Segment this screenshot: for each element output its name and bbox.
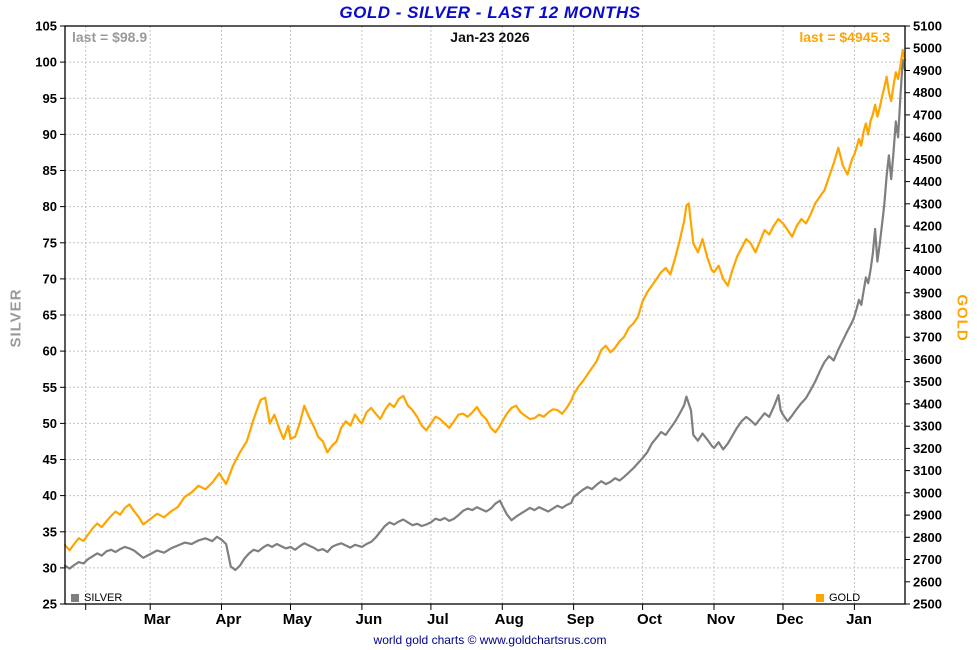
copyright-footer: world gold charts © www.goldchartsrus.co…: [373, 633, 607, 647]
gold-legend-label: GOLD: [829, 592, 861, 604]
gold-swatch-icon: [816, 594, 824, 602]
svg-text:70: 70: [43, 271, 57, 286]
svg-text:4000: 4000: [913, 263, 942, 278]
svg-text:Nov: Nov: [707, 611, 736, 628]
axis-ticks: [60, 25, 910, 610]
svg-text:3900: 3900: [913, 285, 942, 300]
svg-text:4400: 4400: [913, 174, 942, 189]
svg-text:Apr: Apr: [215, 611, 241, 628]
svg-text:3000: 3000: [913, 485, 942, 500]
svg-text:4100: 4100: [913, 241, 942, 256]
svg-text:2700: 2700: [913, 552, 942, 567]
svg-text:2600: 2600: [913, 574, 942, 589]
right-axis-title: GOLD: [953, 294, 971, 342]
svg-text:Aug: Aug: [495, 611, 524, 628]
svg-text:3800: 3800: [913, 308, 942, 323]
silver-swatch-icon: [71, 594, 79, 602]
svg-text:Jan: Jan: [846, 611, 872, 628]
svg-text:Mar: Mar: [144, 611, 171, 628]
axis-tick-labels: 25 30 35 40 45 50 55 60 65 70 75 80 85 90 95 100 105 2500…: [35, 19, 942, 629]
gridlines: [65, 26, 905, 604]
svg-text:35: 35: [43, 524, 57, 539]
svg-text:65: 65: [43, 308, 57, 323]
svg-text:60: 60: [43, 344, 57, 359]
left-axis-title: SILVER: [7, 288, 25, 348]
svg-text:85: 85: [43, 163, 57, 178]
svg-text:Sep: Sep: [567, 611, 595, 628]
svg-text:40: 40: [43, 488, 57, 503]
svg-text:30: 30: [43, 560, 57, 575]
svg-text:2800: 2800: [913, 530, 942, 545]
svg-text:Oct: Oct: [637, 611, 662, 628]
svg-text:Dec: Dec: [776, 611, 804, 628]
svg-text:25: 25: [43, 597, 57, 612]
gold-last-value: last = $4945.3: [799, 29, 890, 45]
svg-text:3500: 3500: [913, 374, 942, 389]
svg-text:95: 95: [43, 91, 57, 106]
silver-last-value: last = $98.9: [72, 29, 148, 45]
svg-text:3700: 3700: [913, 330, 942, 345]
svg-text:3200: 3200: [913, 441, 942, 456]
svg-text:100: 100: [35, 55, 57, 70]
svg-text:3400: 3400: [913, 396, 942, 411]
svg-text:3100: 3100: [913, 463, 942, 478]
svg-text:80: 80: [43, 199, 57, 214]
svg-text:105: 105: [35, 19, 57, 34]
svg-text:5100: 5100: [913, 19, 942, 34]
svg-text:4200: 4200: [913, 219, 942, 234]
svg-text:45: 45: [43, 452, 57, 467]
gold-series-line: [63, 48, 907, 552]
svg-text:3300: 3300: [913, 419, 942, 434]
svg-text:2900: 2900: [913, 508, 942, 523]
silver-series-line: [63, 58, 907, 572]
svg-text:May: May: [283, 611, 313, 628]
svg-text:75: 75: [43, 235, 57, 250]
svg-text:3600: 3600: [913, 352, 942, 367]
svg-text:4700: 4700: [913, 107, 942, 122]
svg-text:4300: 4300: [913, 196, 942, 211]
as-of-date: Jan-23 2026: [450, 29, 530, 45]
svg-text:Jun: Jun: [355, 611, 382, 628]
series-lines: [63, 48, 907, 572]
svg-text:4500: 4500: [913, 152, 942, 167]
svg-text:2500: 2500: [913, 597, 942, 612]
page-title: GOLD - SILVER - LAST 12 MONTHS: [339, 3, 641, 22]
silver-legend: SILVER: [71, 592, 122, 604]
gold-legend: GOLD: [816, 592, 860, 604]
svg-text:90: 90: [43, 127, 57, 142]
svg-text:50: 50: [43, 416, 57, 431]
svg-text:4600: 4600: [913, 130, 942, 145]
svg-text:55: 55: [43, 380, 57, 395]
svg-text:4800: 4800: [913, 85, 942, 100]
svg-text:Jul: Jul: [427, 611, 449, 628]
silver-legend-label: SILVER: [84, 592, 123, 604]
svg-text:4900: 4900: [913, 63, 942, 78]
svg-text:5000: 5000: [913, 41, 942, 56]
